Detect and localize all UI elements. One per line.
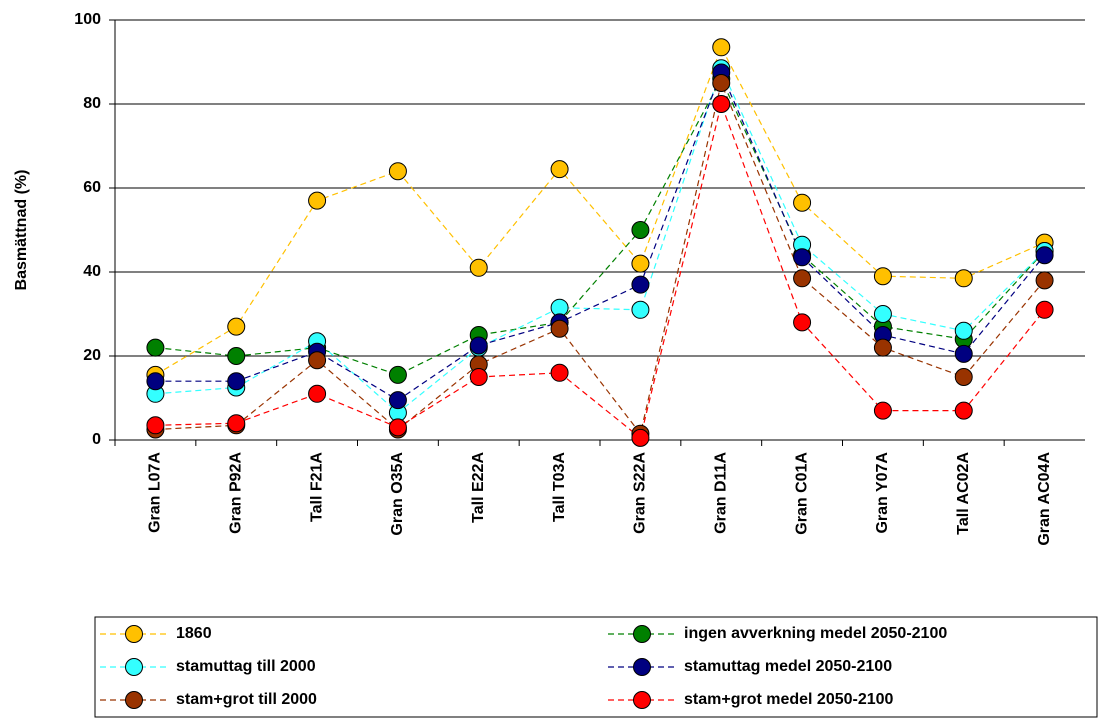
marker (873, 305, 892, 323)
x-tick-label: Gran L07A (147, 452, 164, 533)
marker (388, 162, 407, 181)
legend: 1860 ingen avverkning medel 2050-2100 stam… (94, 616, 1098, 718)
legend-label: stamuttag medel 2050-2100 (684, 658, 892, 675)
marker (227, 317, 246, 336)
marker (873, 338, 892, 357)
y-tick-label: 20 (83, 347, 101, 364)
x-tick-label: Gran D11A (712, 452, 729, 534)
marker (308, 191, 327, 210)
legend-box (94, 616, 1098, 718)
marker (550, 363, 569, 382)
marker (954, 269, 973, 288)
marker (712, 74, 731, 92)
legend-label: 1860 (176, 625, 212, 642)
marker (469, 336, 488, 355)
marker (712, 38, 731, 57)
marker (712, 95, 731, 113)
marker (631, 221, 650, 239)
marker (954, 368, 973, 386)
series-line (155, 101, 1046, 439)
marker (227, 347, 246, 365)
marker (146, 416, 165, 435)
x-tick-label: Gran O35A (389, 452, 406, 536)
marker (631, 254, 650, 273)
series-line (155, 66, 1046, 414)
legend-marker (125, 625, 143, 643)
x-tick-label: Gran P92A (227, 452, 244, 534)
marker (550, 319, 569, 338)
legend-marker (633, 691, 651, 709)
marker (954, 321, 973, 340)
legend-marker (633, 625, 651, 643)
marker (388, 391, 407, 410)
marker (146, 338, 165, 357)
marker (550, 160, 569, 179)
x-tick-label: Tall F21A (308, 452, 325, 522)
marker (954, 344, 973, 363)
marker (793, 313, 812, 332)
y-tick-label: 100 (74, 11, 101, 28)
marker (873, 267, 892, 286)
y-tick-label: 60 (83, 179, 101, 196)
marker (308, 384, 327, 403)
marker (793, 248, 812, 267)
marker (631, 300, 650, 319)
legend-label: ingen avverkning medel 2050-2100 (684, 625, 947, 642)
y-tick-label: 80 (83, 95, 101, 112)
marker (227, 372, 246, 391)
series-line (155, 45, 1045, 376)
marker (388, 365, 407, 384)
legend-label: stam+grot medel 2050-2100 (684, 691, 894, 708)
marker (631, 275, 650, 294)
x-tick-label: Tall AC02A (955, 452, 972, 535)
x-tick-label: Gran C01A (793, 452, 810, 535)
y-tick-label: 40 (83, 263, 101, 280)
marker (469, 368, 488, 386)
legend-marker (633, 658, 651, 676)
marker (793, 269, 812, 288)
marker (308, 351, 327, 370)
x-tick-label: Gran AC04A (1036, 452, 1053, 546)
marker (469, 258, 488, 277)
series-line (155, 70, 1046, 401)
y-axis-title: Basmättnad (%) (13, 170, 30, 291)
series-line (155, 81, 1046, 436)
legend-marker (125, 691, 143, 709)
marker (954, 401, 973, 420)
x-tick-label: Tall T03A (551, 452, 568, 522)
marker (793, 193, 812, 212)
legend-label: stamuttag till 2000 (176, 658, 316, 675)
marker (631, 428, 650, 447)
marker (1035, 271, 1054, 290)
marker (1035, 300, 1054, 319)
marker (873, 401, 892, 420)
x-tick-label: Tall E22A (470, 452, 487, 523)
legend-label: stam+grot till 2000 (176, 691, 317, 708)
marker (227, 414, 246, 433)
legend-marker (125, 658, 143, 676)
marker (146, 372, 165, 391)
series-line (155, 77, 1046, 376)
y-tick-label: 0 (92, 431, 101, 448)
x-tick-label: Gran S22A (632, 452, 649, 534)
marker (1035, 246, 1054, 265)
marker (388, 418, 407, 437)
x-tick-label: Gran Y07A (874, 452, 891, 534)
